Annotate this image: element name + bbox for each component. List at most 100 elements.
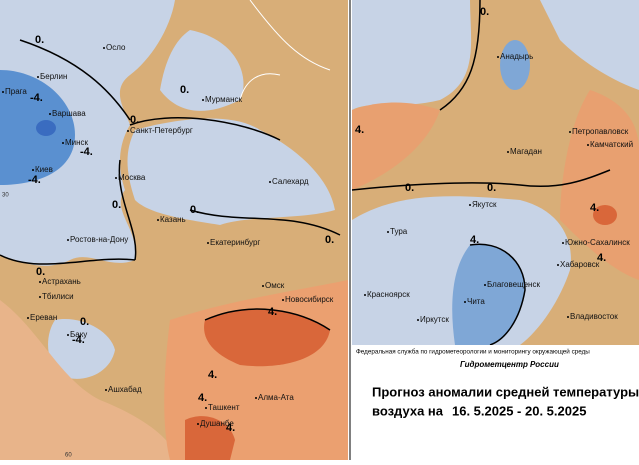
city-label: Екатеринбург bbox=[210, 238, 260, 247]
city-label: Камчатский bbox=[590, 140, 633, 149]
contour-label: 0. bbox=[36, 266, 45, 278]
contour-label: 0. bbox=[325, 234, 334, 246]
graticule-label: 60 bbox=[65, 453, 72, 459]
city-label: Благовещенск bbox=[487, 280, 540, 289]
contour-label: -4. bbox=[28, 174, 41, 186]
contour-label: 0. bbox=[480, 6, 489, 18]
city-dot bbox=[262, 285, 264, 287]
city-label: Ашхабад bbox=[108, 385, 142, 394]
contour-label: 4. bbox=[590, 202, 599, 214]
city-dot bbox=[197, 423, 199, 425]
city-label: Петропавловск bbox=[572, 127, 629, 136]
city-label: Ташкент bbox=[208, 403, 240, 412]
city-label: Москва bbox=[118, 173, 146, 182]
city-label: Ереван bbox=[30, 313, 57, 322]
cool-area bbox=[48, 319, 115, 379]
city-dot bbox=[39, 296, 41, 298]
cold-area bbox=[452, 244, 525, 345]
city-dot bbox=[417, 319, 419, 321]
city-dot bbox=[62, 142, 64, 144]
dates: 16. 5.2025 - 20. 5.2025 bbox=[452, 403, 586, 418]
cool-area bbox=[127, 118, 335, 225]
contour-label: 0. bbox=[180, 84, 189, 96]
contour-label: 0. bbox=[405, 182, 414, 194]
city-dot bbox=[202, 99, 204, 101]
city-label: Магадан bbox=[510, 147, 542, 156]
city-label: Тура bbox=[390, 227, 408, 236]
right-panel bbox=[351, 0, 639, 346]
city-label: Берлин bbox=[40, 72, 67, 81]
city-label: Санкт-Петербург bbox=[130, 126, 193, 135]
city-dot bbox=[207, 242, 209, 244]
contour-label: 0. bbox=[130, 114, 139, 126]
agency: Федеральная служба по гидрометеорологии … bbox=[356, 348, 590, 356]
city-label: Анадырь bbox=[500, 52, 533, 61]
city-dot bbox=[497, 56, 499, 58]
contour-label: 4. bbox=[208, 369, 217, 381]
city-dot bbox=[469, 204, 471, 206]
city-label: Южно-Сахалинск bbox=[565, 238, 630, 247]
city-dot bbox=[105, 389, 107, 391]
city-label: Чита bbox=[467, 297, 485, 306]
contour-label: 0. bbox=[80, 316, 89, 328]
city-dot bbox=[567, 316, 569, 318]
hot-area bbox=[204, 309, 330, 367]
city-dot bbox=[484, 284, 486, 286]
city-dot bbox=[387, 231, 389, 233]
warm-area bbox=[560, 90, 639, 280]
city-label: Минск bbox=[65, 138, 89, 147]
city-label: Салехард bbox=[272, 177, 309, 186]
city-dot bbox=[255, 397, 257, 399]
city-dot bbox=[464, 301, 466, 303]
city-dot bbox=[205, 407, 207, 409]
contour-label: 0. bbox=[190, 204, 199, 216]
cool-area bbox=[0, 0, 175, 266]
city-dot bbox=[127, 130, 129, 132]
hot-area bbox=[593, 205, 617, 225]
caption: Федеральная служба по гидрометеорологии … bbox=[352, 345, 639, 460]
city-label: Иркутск bbox=[420, 315, 449, 324]
contour-label: 0. bbox=[487, 182, 496, 194]
center: Гидрометцентр России bbox=[460, 360, 559, 369]
contour-label: 4. bbox=[198, 392, 207, 404]
city-dot bbox=[49, 113, 51, 115]
contour-label: 4. bbox=[226, 422, 235, 434]
graticule bbox=[239, 0, 331, 101]
graticule-label: 30 bbox=[2, 193, 9, 199]
contour-label: -4. bbox=[30, 92, 43, 104]
title: Прогноз аномалии средней температуры bbox=[372, 384, 639, 399]
caption-box bbox=[352, 345, 639, 460]
city-label: Киев bbox=[35, 165, 53, 174]
cold-area bbox=[500, 40, 530, 90]
city-dot bbox=[37, 76, 39, 78]
city-label: Душанбе bbox=[200, 419, 234, 428]
title-prefix: воздуха на bbox=[372, 403, 444, 418]
hot-area bbox=[185, 416, 235, 460]
cool-area bbox=[352, 0, 472, 110]
contour-label: 4. bbox=[355, 124, 364, 136]
city-dot bbox=[67, 334, 69, 336]
city-dot bbox=[364, 294, 366, 296]
contour-line bbox=[0, 39, 341, 331]
warm-area bbox=[0, 300, 180, 460]
city-label: Казань bbox=[160, 215, 186, 224]
city-label: Новосибирск bbox=[285, 295, 334, 304]
city-label: Тбилиси bbox=[42, 292, 74, 301]
city-dot bbox=[557, 264, 559, 266]
city-label: Осло bbox=[106, 43, 126, 52]
city-dot bbox=[507, 151, 509, 153]
city-dot bbox=[157, 219, 159, 221]
city-dot bbox=[39, 281, 41, 283]
city-label: Красноярск bbox=[367, 290, 410, 299]
warm-area bbox=[352, 102, 440, 190]
contour-label: 4. bbox=[597, 252, 606, 264]
cool-area bbox=[540, 0, 639, 90]
city-dot bbox=[569, 131, 571, 133]
city-label: Владивосток bbox=[570, 312, 618, 321]
city-label: Омск bbox=[265, 281, 285, 290]
contour-label: 0. bbox=[112, 199, 121, 211]
contour-label: 0. bbox=[35, 34, 44, 46]
contour-line bbox=[351, 0, 611, 346]
left-panel bbox=[0, 0, 348, 460]
